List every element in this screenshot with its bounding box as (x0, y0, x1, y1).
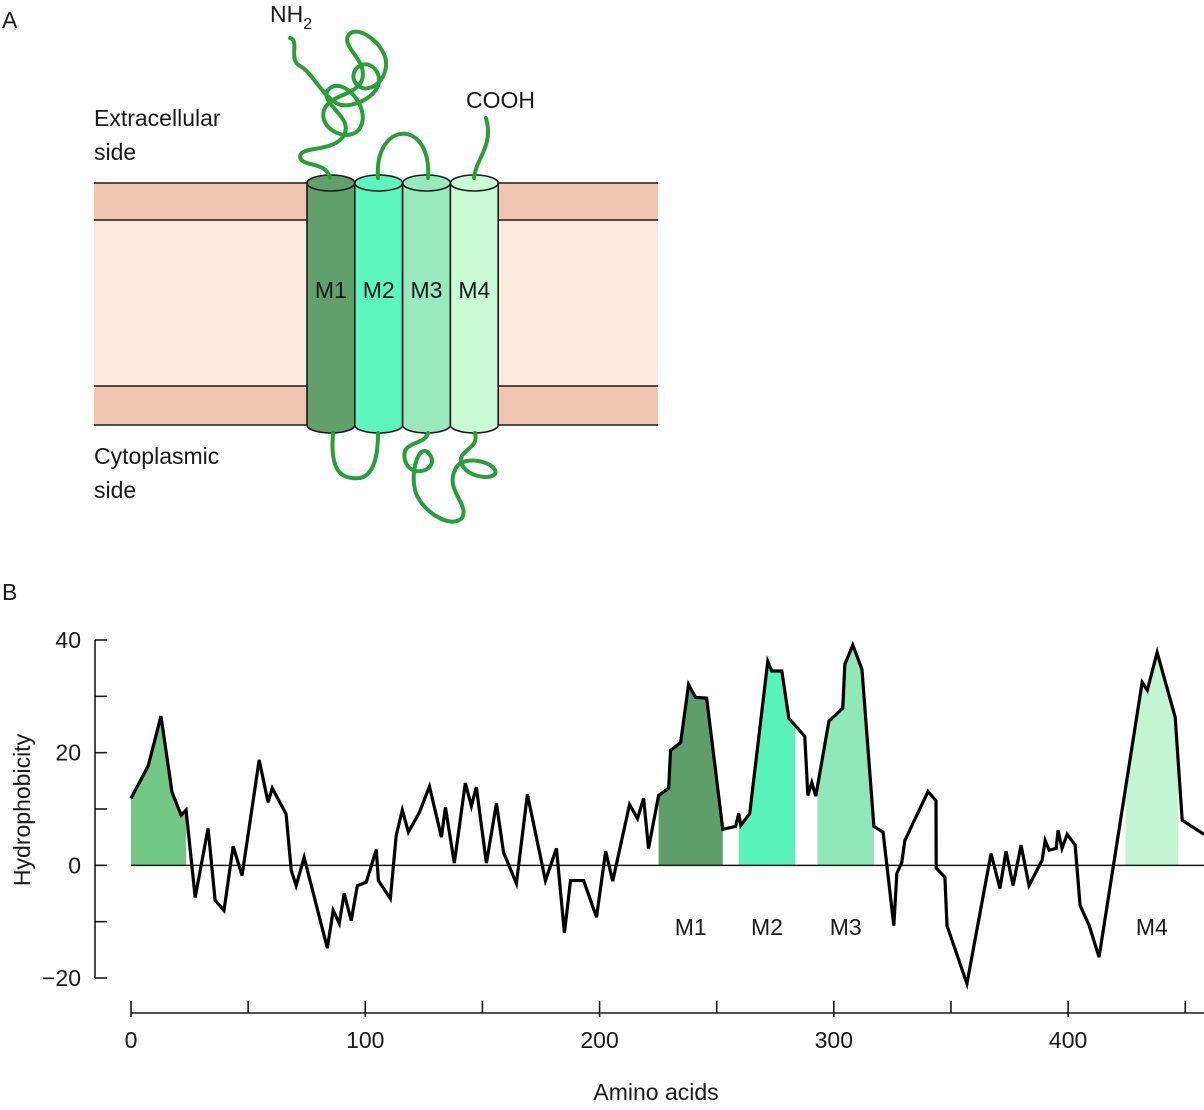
cooh-label: COOH (466, 87, 535, 113)
x-axis-label: Amino acids (593, 1079, 718, 1105)
side-label: Extracellular (94, 105, 221, 131)
helix-body (354, 183, 404, 434)
nh2-text: NH (270, 1, 303, 27)
helices: M1 M2 M3 M4 (306, 174, 499, 434)
region (738, 661, 796, 866)
panel-letter: B (2, 579, 17, 605)
nh2-label: NH2 (270, 1, 312, 33)
y-tick-label: −20 (42, 965, 81, 991)
helix-label: M2 (363, 277, 395, 303)
y-tick-label: 40 (55, 627, 81, 653)
x-tick-label: 100 (346, 1027, 384, 1053)
side-label: side (94, 477, 136, 503)
y-tick-label: 20 (55, 740, 81, 766)
side-label: Cytoplasmic (94, 443, 219, 469)
m3-m4-loop (402, 431, 498, 524)
region (1125, 652, 1179, 866)
helix-body (401, 183, 452, 434)
region-label: M2 (751, 914, 783, 940)
m2-m3-loop (375, 131, 431, 180)
helix-label: M3 (411, 277, 443, 303)
region-label: M4 (1136, 914, 1168, 940)
m1-m2-loop (330, 431, 380, 481)
side-label: side (94, 139, 136, 165)
x-tick-label: 300 (815, 1027, 853, 1053)
y-tick-label: 0 (68, 852, 81, 878)
region (131, 716, 187, 866)
helix-body (306, 183, 356, 434)
x-tick-label: 0 (125, 1027, 138, 1053)
helix-label: M1 (315, 277, 347, 303)
y-axis-label: Hydrophobicity (9, 733, 35, 886)
region-label: M1 (675, 914, 707, 940)
helix-body (449, 183, 499, 434)
region-label: M3 (830, 914, 862, 940)
region (817, 645, 874, 866)
helix-label: M4 (458, 277, 490, 303)
x-tick-label: 200 (580, 1027, 618, 1053)
hydrophobicity-line (129, 640, 1204, 990)
cooh-chain (472, 116, 490, 180)
region (658, 684, 723, 866)
nh2-chain (288, 29, 389, 180)
nh2-subscript: 2 (303, 16, 312, 33)
panel-letter: A (2, 7, 18, 33)
x-tick-label: 400 (1049, 1027, 1087, 1053)
